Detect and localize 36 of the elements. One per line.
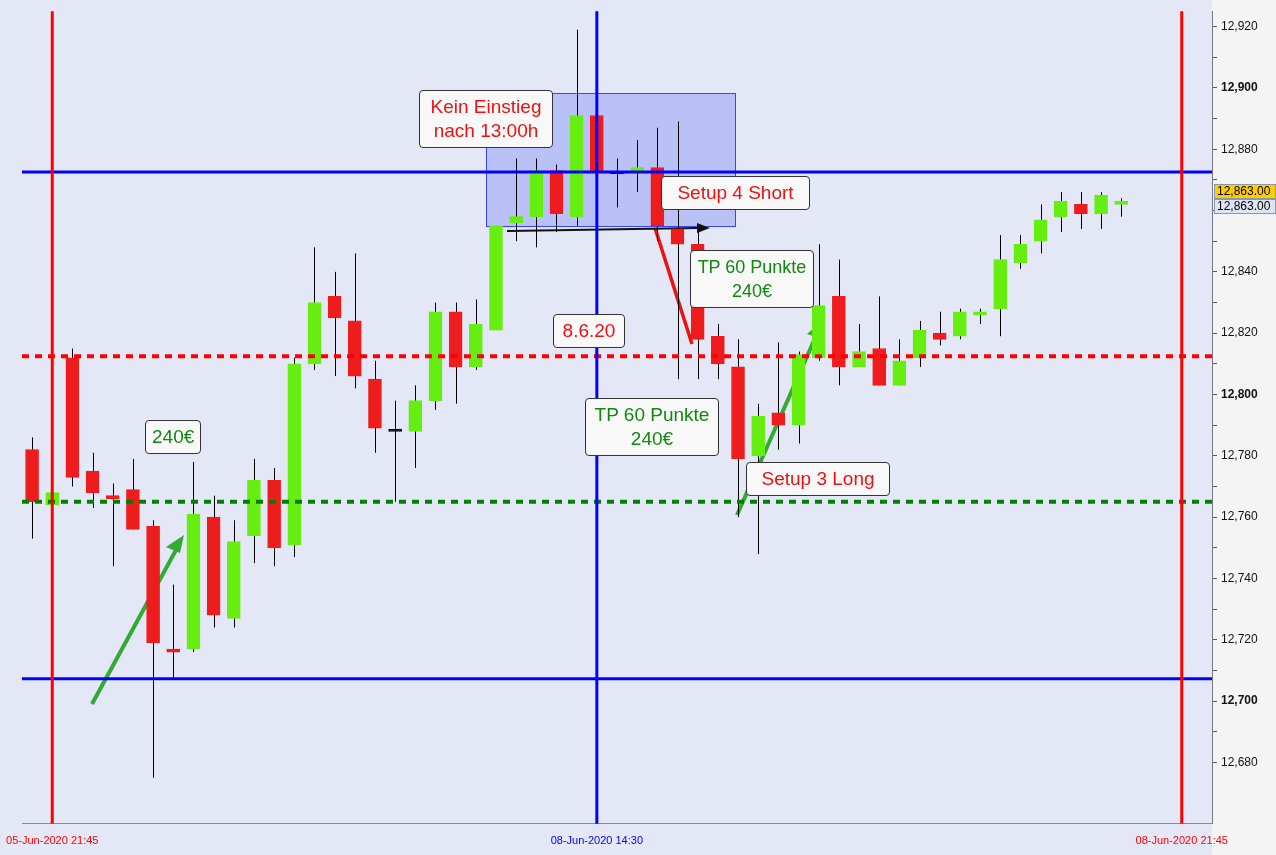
candlestick: [388, 400, 402, 503]
candlestick: [630, 139, 644, 193]
text: 12,863.00: [1214, 184, 1276, 199]
candlestick: [85, 452, 100, 509]
y-tick-label: 12,920: [1221, 18, 1259, 33]
candlestick: [1114, 197, 1129, 218]
candlestick: [509, 157, 523, 242]
y-tick-label: 12,780: [1221, 448, 1259, 463]
y-tick-label: 12,720: [1221, 632, 1259, 647]
candlestick: [932, 311, 947, 346]
annotation: Kein Einstieg nach 13:00h: [419, 90, 553, 148]
y-tick-label: 12,840: [1221, 264, 1259, 279]
candlestick: [105, 482, 120, 567]
y-tick-label: 12,900: [1221, 80, 1259, 95]
y-tick-label: 12,680: [1221, 754, 1259, 769]
y-tick-label: 12,880: [1221, 141, 1259, 156]
x-tick-label: 08-Jun-2020 21:45: [1135, 834, 1228, 847]
annotation: 8.6.20: [553, 314, 625, 348]
y-tick-label: 12,800: [1221, 386, 1259, 401]
x-tick-label: 08-Jun-2020 14:30: [550, 834, 644, 847]
candlestick: [953, 308, 967, 340]
candlestick: [1033, 203, 1048, 254]
x-tick-label: 05-Jun-2020 21:45: [6, 834, 99, 847]
y-tick-label: 12,820: [1221, 325, 1259, 340]
y-tick-label: 12,700: [1221, 693, 1259, 708]
annotation: TP 60 Punkte 240€: [585, 398, 719, 456]
candlestick: [1074, 191, 1088, 230]
annotation: Setup 4 Short: [661, 176, 810, 210]
annotation: TP 60 Punkte 240€: [690, 250, 814, 308]
annotation: Setup 3 Long: [746, 462, 890, 496]
text: 12,863.00: [1214, 199, 1276, 214]
y-tick-label: 12,740: [1221, 570, 1259, 585]
annotation: 240€: [145, 420, 201, 454]
candlestick: [892, 338, 907, 386]
y-tick-label: 12,760: [1221, 509, 1259, 524]
candlestick: [327, 271, 342, 377]
